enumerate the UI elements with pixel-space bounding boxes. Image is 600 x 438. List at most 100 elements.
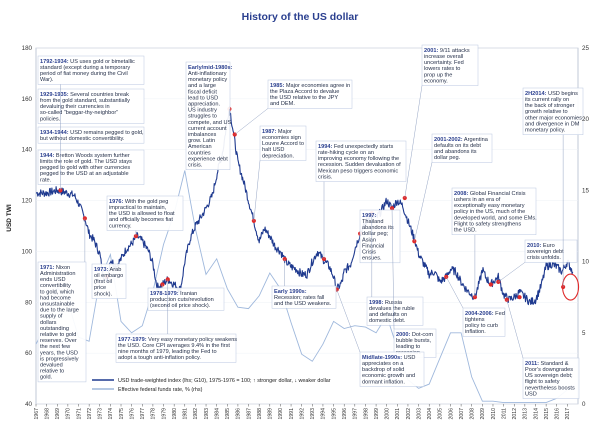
annotation-text: appreciates on a <box>362 361 404 367</box>
annotation-text: from the gold standard, substantially <box>40 98 130 104</box>
annotation-text: dollar peg. <box>434 155 461 161</box>
annotation-text: had become <box>40 295 71 301</box>
y2-tick-label: 10 <box>582 259 589 266</box>
annotation-body: Fed unexpectedly starts <box>332 144 393 150</box>
annotation-text: (second oil price shock). <box>150 303 211 309</box>
annotation-body: US uses gold or bimetallic <box>69 59 135 65</box>
annotation-text: Mexican peso triggers economic <box>318 168 398 174</box>
x-tick-label: 1968 <box>44 408 50 420</box>
annotation-text: years, the USD <box>40 350 78 356</box>
annotation-body: Nixon <box>54 265 70 271</box>
fed-funds-rate-line <box>35 170 568 404</box>
annotation-text: 2H2014: USD begins <box>525 91 578 97</box>
annotation-text: dollars <box>40 320 57 326</box>
annotation-text: 1978-1979: Iranian <box>150 291 197 297</box>
annotation-box-bg <box>431 133 493 163</box>
x-tick-label: 1992 <box>299 408 305 420</box>
annotation-key: 1973: <box>94 267 108 273</box>
annotation-body: USD begins <box>546 91 578 97</box>
x-tick-label: 2004 <box>427 408 433 420</box>
annotation-text: lowers rates to <box>424 66 460 72</box>
annotation-key: 2011: <box>525 361 539 367</box>
event-marker <box>389 206 395 211</box>
x-tick-label: 1976 <box>129 408 135 420</box>
annotation-text: policy to curb <box>465 323 498 329</box>
annotation-key: 1977-1979: <box>118 337 147 343</box>
annotation-text: shock). <box>94 291 112 297</box>
annotation-text: nevertheless boosts <box>525 385 575 391</box>
annotation-text: fiscal deficit <box>188 89 217 95</box>
annotation-text: dollar peg; <box>362 231 389 237</box>
annotation-body: USD remains pegged to gold, <box>69 130 144 136</box>
x-tick-label: 1984 <box>214 408 220 420</box>
legend-label-rate: Effective federal funds rate, % (rhs) <box>118 387 203 393</box>
annotation-text: to gold, which <box>40 289 74 295</box>
annotation-text: 1929-1935: Several countries break <box>40 92 129 98</box>
annotation-text: and DEM. <box>270 101 295 107</box>
annotation-text: monetary policy <box>188 77 227 83</box>
x-tick-label: 1998 <box>363 408 369 420</box>
annotation-body: With the gold peg <box>123 199 168 205</box>
annotation-text: defaults on its debt <box>434 143 481 149</box>
annotation-connector <box>446 276 464 309</box>
annotation-text: economic growth and <box>362 373 415 379</box>
annotation-text: halt USD <box>262 147 284 153</box>
annotation-text: policies. <box>40 116 61 122</box>
x-axis-ticks: 1967 1968 1969 1970 1971 1972 1973 1974 1975 1976… <box>34 404 571 420</box>
annotation-text: outstanding <box>40 326 69 332</box>
annotation-key: 1971: <box>40 265 54 271</box>
annotation-text: Early/mid-1980s: <box>188 65 233 71</box>
annotation-text: 1976: With the gold peg <box>109 199 168 205</box>
annotation-box-bg <box>451 187 537 235</box>
annotation-text: 1987: Major <box>262 129 292 135</box>
annotation-text: convertibility <box>40 283 71 289</box>
annotation-text: lead to USD <box>188 95 218 101</box>
annotation-box-bg <box>267 79 353 109</box>
x-tick-label: 1982 <box>193 408 199 420</box>
annotation-text: domestic debt. <box>369 318 406 324</box>
x-tick-label: 2005 <box>438 408 444 420</box>
annotation-text: American <box>188 144 212 150</box>
annotation-text: imbalances <box>188 132 216 138</box>
legend-label-index: USD trade-weighted index (lhs; G10), 197… <box>118 378 331 384</box>
annotation-text: compete, and US <box>188 120 231 126</box>
annotation-text: and divergence in DM <box>525 121 580 127</box>
annotation-text: experience debt <box>188 156 228 162</box>
annotation-body: Fed <box>494 311 505 317</box>
annotation-key: 1997: <box>362 213 376 219</box>
x-tick-label: 1993 <box>310 408 316 420</box>
annotation-text: devaluing their currencies in <box>40 104 110 110</box>
y-tick-label: 180 <box>22 45 33 52</box>
annotation-body: Major economies agree in <box>284 83 350 89</box>
annotation-text: ends USD <box>40 277 66 283</box>
annotation-key: 1978-1979: <box>150 291 179 297</box>
event-marker <box>488 282 493 287</box>
annotation-body: Iranian <box>179 291 198 297</box>
annotation-text: oil embargo <box>94 273 123 279</box>
annotation-text: 2001: 9/11 attacks <box>424 48 470 54</box>
annotation-text: ushers in an era of <box>454 197 501 203</box>
annotation-text: Financial <box>362 243 384 249</box>
current-level-circle <box>562 273 580 301</box>
annotation-text: production cuts/revolution <box>150 297 214 303</box>
annotation-text: the USD is allowed to float <box>109 211 175 217</box>
x-tick-label: 1989 <box>268 408 274 420</box>
x-tick-label: 2011 <box>501 408 507 419</box>
annotation-text: leading to <box>396 344 420 350</box>
annotation-text: flight to safety <box>525 379 560 385</box>
annotation-text: supply of <box>40 314 63 320</box>
annotation-text: Anti-inflationary <box>188 71 227 77</box>
annotation-text: improving economy following the <box>318 156 399 162</box>
x-tick-label: 1970 <box>66 408 72 420</box>
annotation-text: 2000: Dot-com <box>396 332 433 338</box>
annotation-text: crisis unfolds. <box>527 255 561 261</box>
annotation-body: Bretton Woods system further <box>54 153 130 159</box>
x-tick-label: 2015 <box>544 408 550 420</box>
annotation-box-bg <box>147 287 225 311</box>
annotation-box-bg <box>462 307 506 337</box>
annotation-text: due to the large <box>40 308 79 314</box>
annotation-text: 2004-2006: Fed <box>465 311 505 317</box>
